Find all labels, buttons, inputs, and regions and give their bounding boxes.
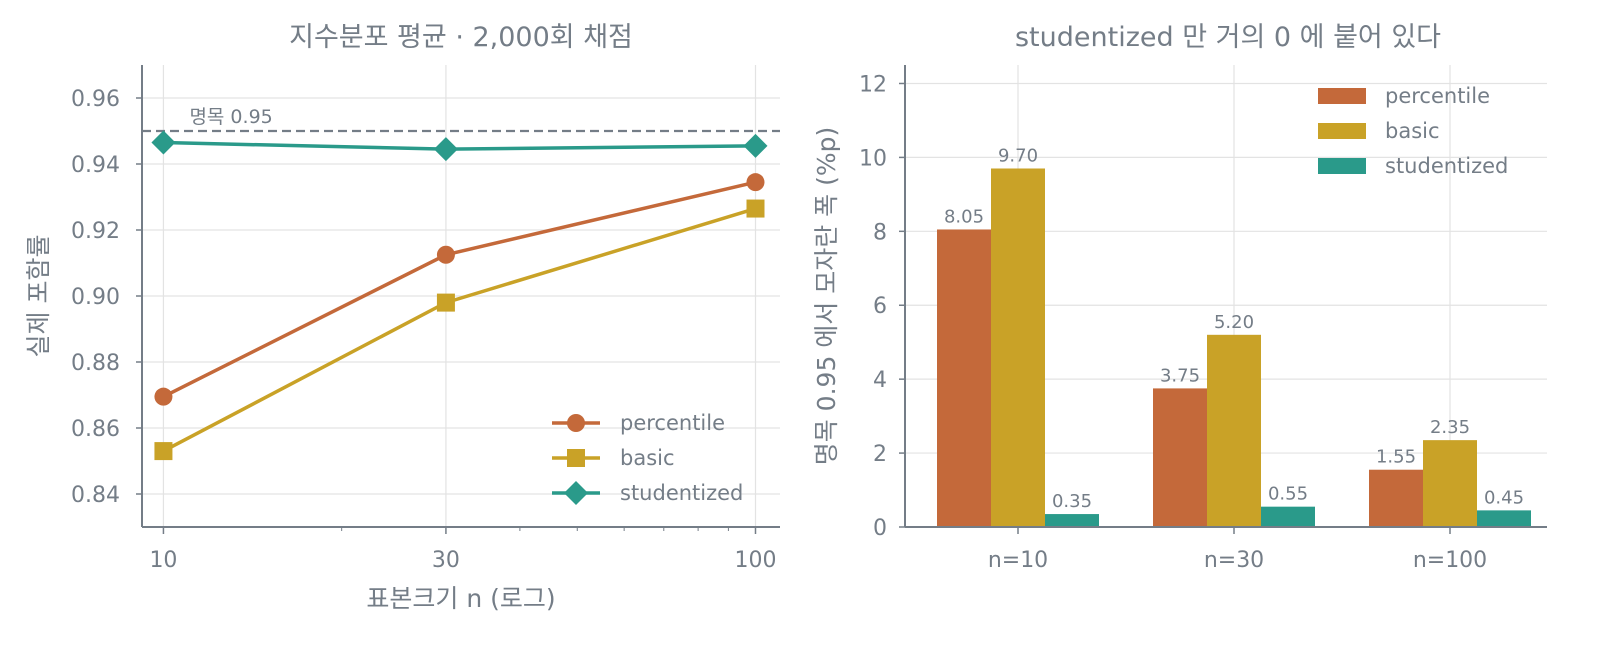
y-tick-label: 0.92 bbox=[71, 219, 120, 244]
data-point-studentized bbox=[433, 137, 458, 162]
coverage-line-chart: 0.84 0.86 0.88 0.90 0.92 0.94 0.96 10 30 100 명목 0.… bbox=[24, 22, 780, 613]
legend-label-basic: basic bbox=[1385, 119, 1440, 143]
bar-value-label: 0.45 bbox=[1484, 487, 1524, 508]
y-tick-label: 10 bbox=[859, 146, 887, 171]
data-point-percentile bbox=[746, 173, 765, 192]
bar-value-label: 3.75 bbox=[1160, 365, 1200, 386]
y-tick-label: 0.94 bbox=[71, 153, 120, 178]
y-tick-label: 0.96 bbox=[71, 87, 120, 112]
bar-percentile bbox=[1153, 388, 1207, 527]
x-tick-label: 100 bbox=[734, 548, 776, 573]
data-point-studentized bbox=[743, 133, 768, 158]
legend-label-studentized: studentized bbox=[620, 481, 743, 505]
data-point-basic bbox=[154, 442, 173, 461]
bar-studentized bbox=[1045, 514, 1099, 527]
bar-percentile bbox=[937, 229, 991, 528]
legend-label-studentized: studentized bbox=[1385, 154, 1508, 178]
bar-basic bbox=[1207, 334, 1261, 527]
legend-marker-studentized bbox=[564, 481, 588, 505]
data-point-basic bbox=[746, 199, 765, 218]
data-point-percentile bbox=[436, 245, 455, 264]
bar-basic bbox=[991, 168, 1045, 527]
legend-swatch-percentile bbox=[1318, 88, 1366, 104]
y-tick-label: 4 bbox=[873, 368, 887, 393]
y-tick-label: 2 bbox=[873, 442, 887, 467]
bar-value-label: 9.70 bbox=[998, 145, 1038, 166]
x-tick-label: n=100 bbox=[1413, 548, 1487, 573]
legend-marker-percentile bbox=[567, 414, 585, 432]
nominal-reference-label: 명목 0.95 bbox=[189, 106, 272, 128]
chart-title: 지수분포 평균 · 2,000회 채점 bbox=[289, 22, 633, 53]
bar-value-label: 0.55 bbox=[1268, 484, 1308, 505]
y-tick-label: 12 bbox=[859, 72, 887, 97]
bar-value-label: 0.35 bbox=[1052, 491, 1092, 512]
bar-studentized bbox=[1477, 510, 1531, 527]
y-tick-label: 6 bbox=[873, 294, 887, 319]
data-point-percentile bbox=[154, 387, 173, 406]
y-axis-label: 실제 포함률 bbox=[24, 235, 53, 358]
x-tick-label: 10 bbox=[149, 548, 177, 573]
legend-label-percentile: percentile bbox=[1385, 84, 1490, 108]
legend-swatch-basic bbox=[1318, 123, 1366, 139]
data-point-basic bbox=[436, 293, 455, 312]
y-tick-label: 0.84 bbox=[71, 483, 120, 508]
x-axis-label: 표본크기 n (로그) bbox=[366, 584, 555, 613]
shortfall-bar-chart: 8.05 9.70 0.35 3.75 5.20 0.55 1.55 2.35 0.45 0 2 4 6… bbox=[812, 22, 1547, 573]
series-line-studentized bbox=[163, 140, 756, 151]
x-tick-label: 30 bbox=[432, 548, 460, 573]
x-tick-label: n=10 bbox=[988, 548, 1048, 573]
y-tick-label: 0.88 bbox=[71, 351, 120, 376]
bar-value-label: 5.20 bbox=[1214, 312, 1254, 333]
bar-percentile bbox=[1369, 469, 1423, 527]
series-line-percentile bbox=[162, 180, 756, 399]
legend-swatch-studentized bbox=[1318, 158, 1366, 174]
legend-label-basic: basic bbox=[620, 446, 675, 470]
bar-value-label: 1.55 bbox=[1376, 447, 1416, 468]
legend-label-percentile: percentile bbox=[620, 411, 725, 435]
y-tick-label: 8 bbox=[873, 220, 887, 245]
chart-title: studentized 만 거의 0 에 붙어 있다 bbox=[1015, 22, 1441, 53]
legend-marker-basic bbox=[567, 449, 585, 467]
x-tick-label: n=30 bbox=[1204, 548, 1264, 573]
bar-studentized bbox=[1261, 506, 1315, 527]
bar-value-label: 8.05 bbox=[944, 206, 984, 227]
y-tick-label: 0 bbox=[873, 516, 887, 541]
data-point-studentized bbox=[151, 130, 176, 155]
bar-basic bbox=[1423, 440, 1477, 527]
y-tick-label: 0.90 bbox=[71, 285, 120, 310]
bar-value-label: 2.35 bbox=[1430, 417, 1470, 438]
y-axis-label: 명목 0.95 에서 모자란 폭 (%p) bbox=[812, 127, 841, 466]
y-tick-label: 0.86 bbox=[71, 417, 120, 442]
